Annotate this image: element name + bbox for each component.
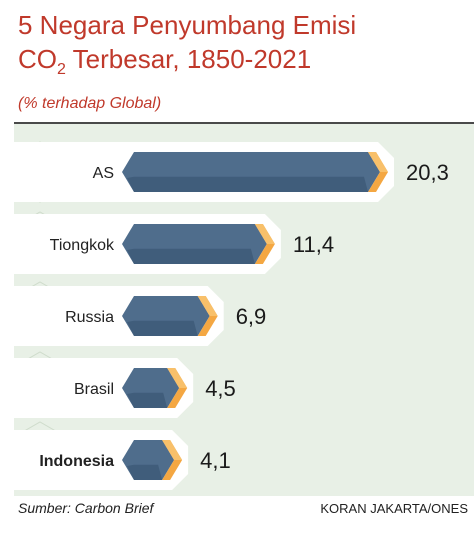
chart-title-line-2: CO2 Terbesar, 1850-2021 [18,42,468,78]
value-label-4: 4,5 [205,376,236,401]
category-label-1: AS [93,165,114,182]
chart-subtitle: (% terhadap Global) [18,95,162,112]
chart-title: 5 Negara Penyumbang Emisi CO2 Terbesar, … [18,8,468,78]
value-label-3: 6,9 [236,304,267,329]
bar-5 [122,440,175,480]
bar-shade-5 [127,464,163,480]
bar-3 [122,296,210,336]
credit-note: KORAN JAKARTA/ONES [320,501,468,516]
category-label-3: Russia [65,309,114,326]
bar-end-highlight-3 [197,296,218,316]
bar-end-highlight-2 [254,224,275,244]
bar-end-highlight-1 [368,152,388,172]
bar-shade-2 [127,248,255,264]
chart-title-rest: Terbesar, 1850-2021 [65,44,312,74]
bar-shade-3 [127,320,198,336]
category-label-5: Indonesia [39,453,114,470]
bar-chart: AS 20,3 Tiongkok 11,4 Russia 6,9 Brasil 4,5 Indo… [14,141,449,490]
bar-4 [122,368,180,408]
value-label-2: 11,4 [293,232,334,257]
category-label-2: Tiongkok [50,237,115,254]
bar-end-highlight-4 [167,368,188,388]
source-note: Sumber: Carbon Brief [18,500,154,516]
bar-2 [122,224,267,264]
value-label-5: 4,1 [200,448,231,473]
bar-shade-4 [127,392,168,408]
category-label-4: Brasil [74,381,114,398]
bar-shade-1 [127,176,368,192]
bar-1 [122,152,380,192]
chart-title-co: CO [18,44,57,74]
chart-title-line-1: 5 Negara Penyumbang Emisi [18,10,357,40]
chart-title-subscript: 2 [57,61,66,78]
value-label-1: 20,3 [406,160,449,185]
chart-panel: AS 20,3 Tiongkok 11,4 Russia 6,9 Brasil 4,5 Indo… [14,122,474,496]
bar-end-highlight-5 [162,440,183,460]
